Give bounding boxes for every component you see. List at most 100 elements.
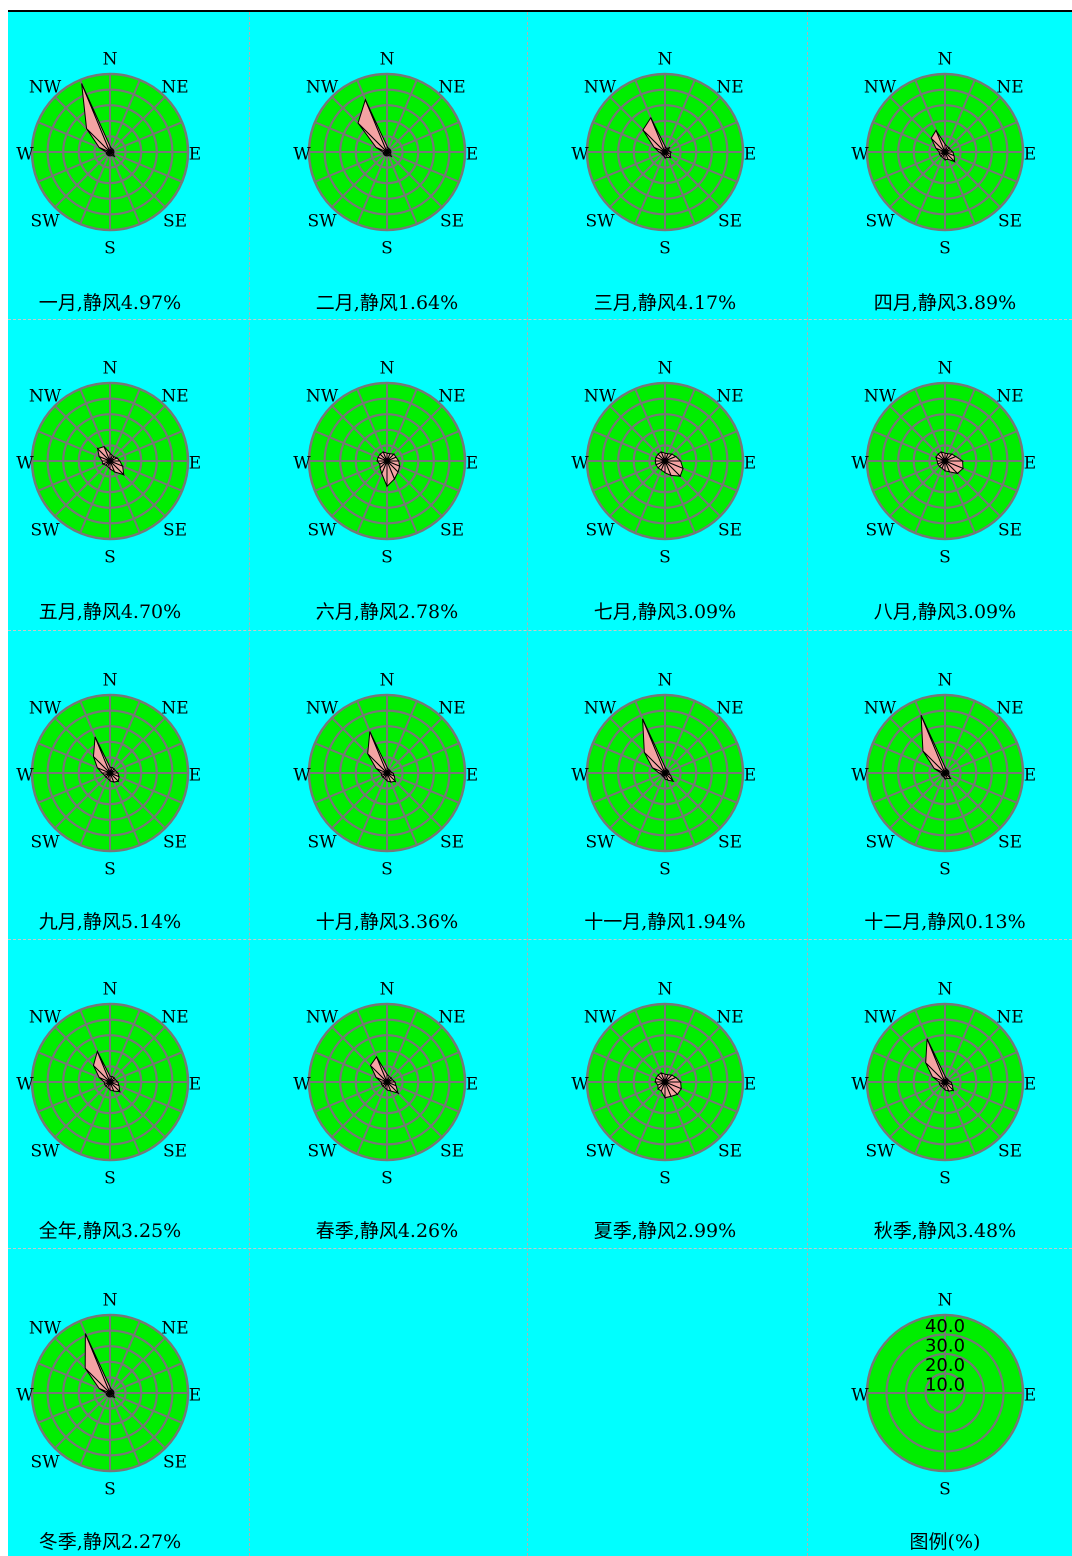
compass-label-w: W — [851, 454, 869, 474]
compass-label-nw: NW — [29, 387, 62, 407]
wind-petal-nnw — [660, 1072, 666, 1083]
rose-spoke — [914, 460, 946, 534]
panel-caption: 一月,静风4.97% — [38, 292, 182, 314]
compass-label-ne: NE — [716, 699, 743, 719]
rose-spoke — [664, 1026, 721, 1083]
compass-label-e: E — [189, 454, 201, 474]
compass-label-se: SE — [998, 212, 1022, 232]
compass-label-s: S — [939, 548, 951, 568]
rose-spoke — [872, 121, 946, 153]
rose-spoke — [386, 151, 418, 225]
rose-spoke — [37, 772, 111, 804]
rose-spoke — [592, 121, 666, 153]
compass-label-se: SE — [163, 1142, 187, 1162]
rose-spoke — [592, 772, 666, 804]
rose-spoke — [664, 717, 721, 774]
wind-petal-nnw — [103, 446, 111, 462]
compass-label-s: S — [104, 1169, 116, 1189]
compass-label-sw: SW — [30, 833, 60, 853]
rose-spoke — [37, 1362, 111, 1394]
compass-label-nw: NW — [306, 1008, 339, 1028]
rose-spoke — [109, 151, 141, 225]
rose-spoke — [634, 460, 666, 534]
compass-label-se: SE — [163, 1453, 187, 1473]
compass-label-e: E — [744, 454, 756, 474]
compass-label-se: SE — [440, 833, 464, 853]
rose-spoke — [872, 430, 946, 462]
compass-label-s: S — [939, 239, 951, 259]
rose-spoke — [54, 151, 111, 208]
panel-caption: 八月,静风3.09% — [873, 601, 1017, 623]
rose-spoke — [331, 772, 388, 829]
rose-spoke — [664, 772, 738, 804]
compass-label-n: N — [938, 671, 953, 691]
rose-spoke — [609, 151, 666, 208]
rose-spoke — [634, 1009, 666, 1083]
rose-spoke — [314, 460, 388, 492]
wind-petal-nnw — [376, 1056, 388, 1083]
panel-caption: 二月,静风1.64% — [315, 292, 459, 314]
compass-label-ne: NE — [996, 78, 1023, 98]
compass-label-n: N — [658, 980, 673, 1000]
rose-spoke — [386, 1051, 460, 1083]
compass-label-s: S — [381, 239, 393, 259]
rose-spoke — [386, 700, 418, 774]
rose-spoke — [386, 1081, 418, 1155]
rose-spoke — [386, 79, 418, 153]
panel-caption: 七月,静风3.09% — [593, 601, 737, 623]
rose-spoke — [314, 151, 388, 183]
rose-spoke — [37, 121, 111, 153]
compass-label-nw: NW — [306, 78, 339, 98]
wind-petal-nnw — [920, 715, 946, 774]
compass-label-s: S — [104, 239, 116, 259]
rose-spoke — [386, 405, 443, 462]
panel-caption: 九月,静风5.14% — [38, 911, 182, 933]
wind-petal-nnw — [650, 117, 666, 153]
panel-caption: 夏季,静风2.99% — [593, 1220, 737, 1242]
rose-spoke — [592, 1051, 666, 1083]
legend-caption: 图例(%) — [909, 1531, 981, 1553]
rose-spoke — [109, 1362, 183, 1394]
rose-spoke — [109, 1392, 183, 1424]
rose-spoke — [79, 460, 111, 534]
wind-petal-nnw — [81, 83, 111, 153]
rose-spoke — [664, 96, 721, 153]
compass-label-n: N — [380, 50, 395, 70]
compass-label-se: SE — [718, 1142, 742, 1162]
compass-label-w: W — [16, 454, 34, 474]
rose-spoke — [109, 772, 166, 829]
rose-spoke — [664, 742, 738, 774]
rose-spoke — [944, 700, 976, 774]
rose-spoke — [109, 1392, 166, 1449]
compass-label-ne: NE — [161, 78, 188, 98]
compass-label-n: N — [380, 671, 395, 691]
compass-label-e: E — [1024, 766, 1036, 786]
rose-spoke — [592, 151, 666, 183]
wind-petal-nnw — [369, 731, 388, 774]
panel-caption: 春季,静风4.26% — [315, 1220, 459, 1242]
rose-spoke — [386, 772, 418, 846]
panel-divider-vertical — [527, 12, 528, 1556]
compass-label-s: S — [381, 860, 393, 880]
rose-spoke — [109, 96, 166, 153]
compass-label-n: N — [938, 359, 953, 379]
compass-label-e: E — [466, 766, 478, 786]
compass-label-se: SE — [440, 521, 464, 541]
compass-label-w: W — [16, 1075, 34, 1095]
compass-label-sw: SW — [585, 1142, 615, 1162]
compass-label-e: E — [1024, 145, 1036, 165]
rose-spoke — [889, 151, 946, 208]
compass-label-se: SE — [440, 1142, 464, 1162]
rose-spoke — [914, 772, 946, 846]
wind-petal-nnw — [935, 130, 946, 153]
rose-spoke — [944, 772, 1018, 804]
rose-spoke — [609, 1081, 666, 1138]
panel-caption: 秋季,静风3.48% — [873, 1220, 1017, 1242]
rose-spoke — [664, 700, 696, 774]
rose-spoke — [944, 742, 1018, 774]
